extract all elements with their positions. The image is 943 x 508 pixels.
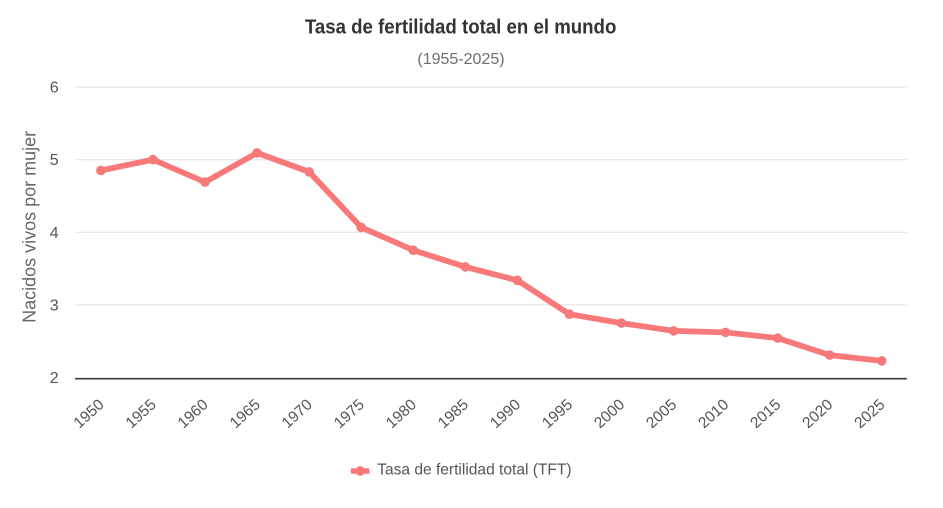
svg-text:2: 2: [50, 370, 59, 387]
svg-text:Tasa de fertilidad total (TFT): Tasa de fertilidad total (TFT): [377, 462, 571, 479]
svg-text:Tasa de fertilidad total en el: Tasa de fertilidad total en el mundo: [305, 17, 617, 39]
svg-text:4: 4: [50, 225, 59, 242]
svg-text:5: 5: [50, 152, 59, 169]
svg-text:Nacidos vivos por mujer: Nacidos vivos por mujer: [20, 131, 40, 323]
svg-text:3: 3: [50, 297, 59, 314]
svg-text:(1955-2025): (1955-2025): [417, 51, 504, 68]
svg-text:6: 6: [50, 80, 59, 97]
